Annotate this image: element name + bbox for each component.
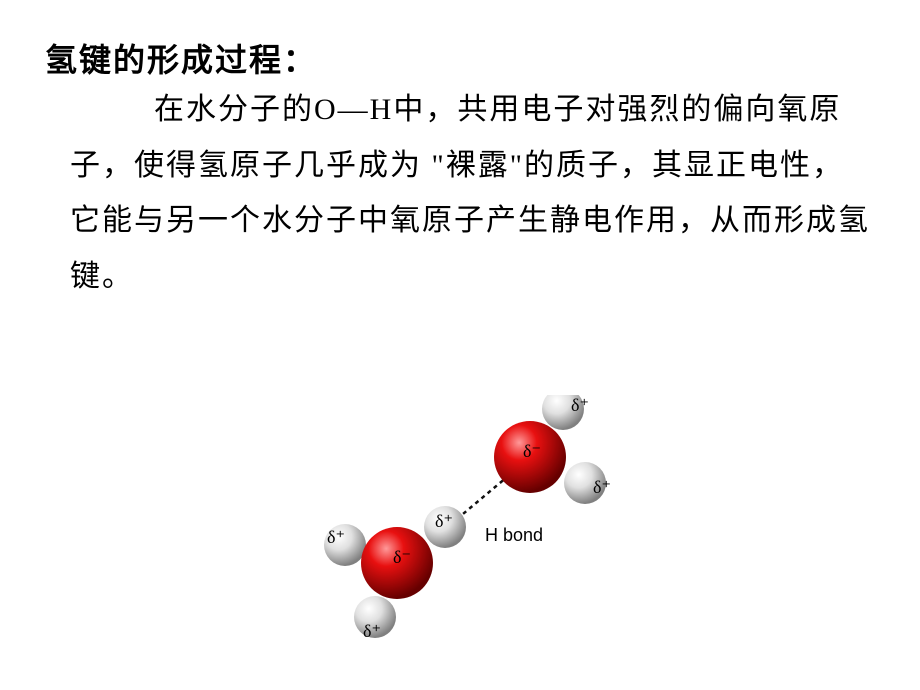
hydrogen-bond-diagram: δ⁻ δ⁺ δ⁺ δ⁺ δ⁻ δ⁺ δ⁺ H bond: [285, 395, 635, 655]
delta-plus-label: δ⁺: [571, 395, 589, 416]
h-bond-text-label: H bond: [485, 525, 543, 546]
delta-plus-label: δ⁺: [327, 527, 345, 548]
hydrogen-bond-line: [457, 477, 507, 519]
delta-minus-label: δ⁻: [523, 441, 541, 462]
molecule-svg: [285, 395, 635, 655]
page-title: 氢键的形成过程：: [45, 35, 317, 81]
delta-plus-label: δ⁺: [593, 477, 611, 498]
body-paragraph: 在水分子的O—H中，共用电子对强烈的偏向氧原子，使得氢原子几乎成为 "裸露"的质…: [70, 82, 870, 304]
delta-plus-label: δ⁺: [363, 621, 381, 642]
delta-plus-label: δ⁺: [435, 511, 453, 532]
delta-minus-label: δ⁻: [393, 547, 411, 568]
